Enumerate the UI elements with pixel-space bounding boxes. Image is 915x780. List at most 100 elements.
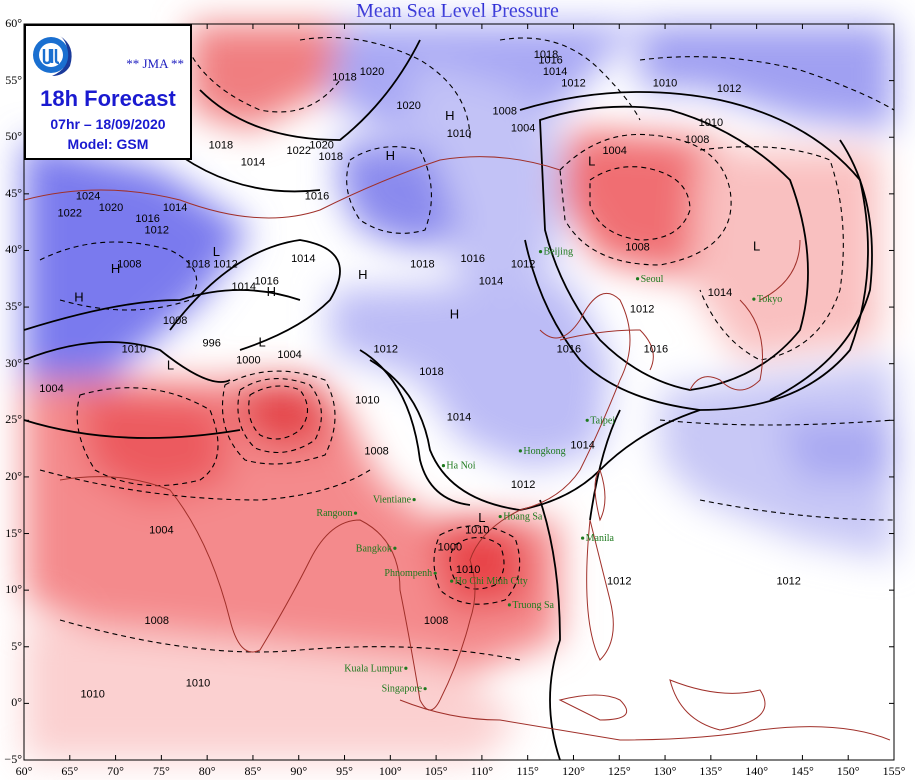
lat-label: 45° <box>5 185 22 200</box>
lat-label: 15° <box>5 525 22 540</box>
lat-label: 10° <box>5 582 22 597</box>
lat-label: 40° <box>5 242 22 257</box>
city-marker <box>433 571 437 575</box>
lat-label: 55° <box>5 72 22 87</box>
isobar-label: 1010 <box>186 677 210 689</box>
isobar-label: 1012 <box>511 479 535 491</box>
isobar-label: 1004 <box>39 383 63 395</box>
isobar-label: 1014 <box>291 253 315 265</box>
high-pressure-center: H <box>386 148 395 163</box>
city-marker <box>585 418 589 422</box>
isobar-label: 1012 <box>630 304 654 316</box>
low-pressure-center: L <box>213 244 220 259</box>
low-pressure-center: L <box>258 335 265 350</box>
isobar-label: 1016 <box>254 275 278 287</box>
isobar-label: 1020 <box>309 140 333 152</box>
city-marker <box>404 666 408 670</box>
city-label: Rangoon <box>316 508 352 519</box>
isobar-label: 1010 <box>355 394 379 406</box>
isobar-label: 1014 <box>543 66 567 78</box>
isobar-label: 1010 <box>653 77 677 89</box>
isobar-label: 1016 <box>305 191 329 203</box>
city-label: Ha Noi <box>446 461 475 472</box>
isobar-label: 1008 <box>625 241 649 253</box>
low-pressure-center: L <box>478 510 485 525</box>
isobar-label: 1016 <box>460 253 484 265</box>
isobar-label: 1014 <box>479 275 503 287</box>
isobar-label: 1012 <box>607 575 631 587</box>
forecast-time: 07hr – 18/09/2020 <box>50 116 166 132</box>
forecast-title: 18h Forecast <box>40 86 176 111</box>
isobar-label: 1020 <box>99 202 123 214</box>
isobars-dashed <box>39 23 895 661</box>
isobar-label: 1010 <box>456 564 480 576</box>
isobar-label: 1020 <box>360 66 384 78</box>
map-frame <box>23 23 895 761</box>
agency-label: ** JMA ** <box>126 56 184 71</box>
lon-label: 70° <box>107 764 124 778</box>
isobar-label: 1016 <box>557 343 581 355</box>
low-pressure-center: L <box>167 357 174 372</box>
forecast-info-box: ** JMA ** 18h Forecast 07hr – 18/09/2020… <box>24 24 192 160</box>
city-marker <box>752 297 756 301</box>
high-pressure-center: H <box>74 289 83 304</box>
low-pressure-center: L <box>588 154 595 169</box>
high-pressure-center: H <box>111 261 120 276</box>
isobar-label: 1012 <box>511 258 535 270</box>
isobar-label: 1010 <box>699 117 723 129</box>
lon-label: 120° <box>562 764 585 778</box>
city-marker <box>423 687 427 691</box>
city-label: Tokyo <box>757 294 782 305</box>
city-label: Kuala Lumpur <box>344 663 403 674</box>
lon-label: 135° <box>699 764 723 778</box>
high-pressure-center: H <box>445 108 454 123</box>
city-label: Truong Sa <box>512 600 554 611</box>
isobar-label: 1012 <box>213 258 237 270</box>
city-marker <box>450 579 454 583</box>
lon-label: 130° <box>653 764 677 778</box>
isobar-label: 1014 <box>447 411 471 423</box>
lon-label: 155° <box>882 764 906 778</box>
isobar-label: 1016 <box>644 343 668 355</box>
high-pressure-center: H <box>267 284 276 299</box>
city-label: Taipei <box>590 415 615 426</box>
map-title: Mean Sea Level Pressure <box>356 0 559 22</box>
lon-label: 140° <box>745 764 769 778</box>
isobar-label: 1000 <box>438 542 462 554</box>
isobar-label: 1014 <box>232 281 256 293</box>
lat-label: 60° <box>5 16 22 30</box>
lon-label: 100° <box>378 764 402 778</box>
city-marker <box>412 497 416 502</box>
lon-label: 85° <box>244 764 262 778</box>
city-marker <box>393 546 397 550</box>
city-label: Seoul <box>641 274 664 285</box>
lon-label: 95° <box>336 764 353 778</box>
forecast-model: Model: GSM <box>67 136 149 152</box>
city-label: Ho Chi Minh City <box>455 576 528 587</box>
isobar-label: 1018 <box>332 72 356 84</box>
lon-label: 80° <box>198 764 216 778</box>
isobar-label: 1008 <box>685 134 709 146</box>
isobar-label: 1018 <box>534 49 558 61</box>
isobar-label: 1022 <box>286 145 310 157</box>
isobar-label: 1012 <box>373 343 397 355</box>
coastlines <box>23 156 891 741</box>
isobar-label: 1014 <box>708 287 732 299</box>
isobar-label: 1020 <box>396 100 420 112</box>
lon-label: 115° <box>516 764 539 778</box>
isobar-label: 1010 <box>122 343 146 355</box>
city-label: Singapore <box>382 684 423 695</box>
isobar-label: 1000 <box>236 355 260 367</box>
high-pressure-center: H <box>450 306 459 321</box>
city-label: Beijing <box>544 247 573 258</box>
city-marker <box>581 536 585 540</box>
isobar-label: 1010 <box>80 689 104 701</box>
isobar-label: 1008 <box>145 615 169 627</box>
city-marker <box>635 277 640 281</box>
isobar-label: 1010 <box>465 525 489 537</box>
city-label: Hongkong <box>523 446 565 457</box>
isobar-label: 1012 <box>561 77 585 89</box>
isobar-label: 1014 <box>163 202 187 214</box>
jma-logo <box>33 36 72 76</box>
